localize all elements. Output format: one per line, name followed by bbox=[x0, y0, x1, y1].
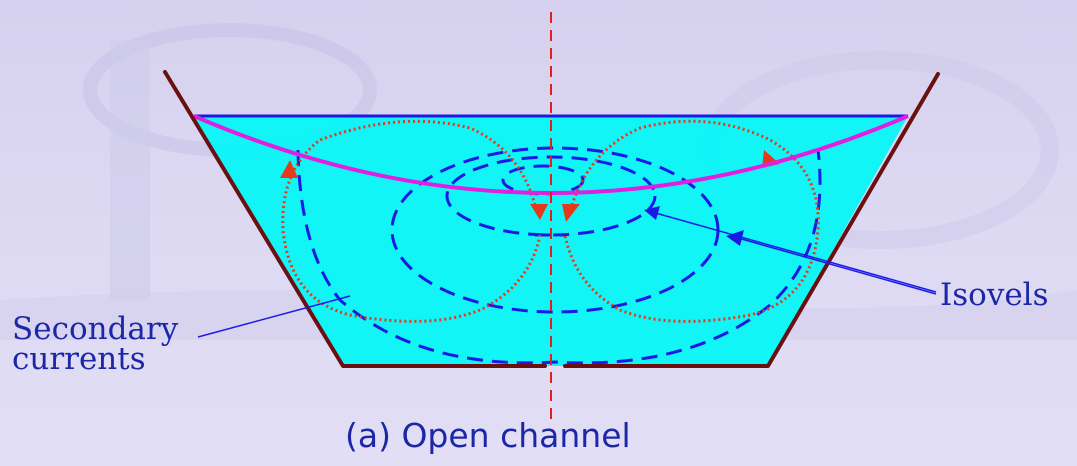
isovels-leader-2 bbox=[737, 237, 937, 295]
channel-left-wall bbox=[163, 70, 547, 368]
secondary-label-line1: Secondary bbox=[12, 311, 179, 347]
secondary-current-right bbox=[563, 119, 820, 323]
isovels-leaders bbox=[644, 206, 937, 295]
arrow-center-left bbox=[530, 204, 548, 220]
arrow-left-upper bbox=[280, 160, 298, 178]
arrow-center-right bbox=[562, 204, 580, 222]
isovels-leader-1-arrowhead bbox=[644, 206, 660, 220]
isovels-label: Isovels bbox=[940, 277, 1049, 313]
secondary-currents-label: Secondary currents bbox=[12, 311, 179, 377]
water-body bbox=[194, 116, 908, 366]
secondary-label-line2: currents bbox=[12, 341, 146, 377]
figure-caption: (a) Open channel bbox=[345, 416, 631, 455]
isovel-outer bbox=[296, 149, 822, 365]
secondary-current-cells bbox=[281, 119, 820, 323]
secondary-leader-line bbox=[197, 295, 351, 338]
channel-walls bbox=[163, 70, 940, 368]
secondary-current-left bbox=[281, 119, 542, 323]
isovels-leader-1 bbox=[651, 211, 937, 293]
isovel-1 bbox=[501, 164, 585, 196]
isovels-leader-2-arrowhead bbox=[726, 230, 744, 246]
channel-right-wall bbox=[563, 72, 940, 368]
